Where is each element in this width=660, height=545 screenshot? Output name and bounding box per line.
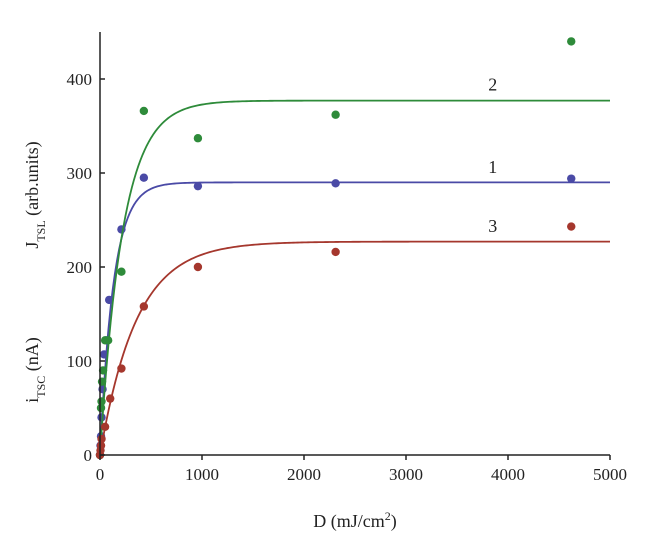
data-point-2 <box>139 106 149 116</box>
data-point-2 <box>97 377 107 386</box>
y-tick-label: 300 <box>67 164 93 183</box>
data-point-1 <box>99 350 109 359</box>
fit-curve-2 <box>99 99 610 456</box>
y-tick-label: 0 <box>84 446 93 465</box>
y-tick-label: 400 <box>67 70 93 89</box>
series-2 <box>95 37 610 460</box>
y-axis-label-primary: iTSC (nA) <box>22 337 48 403</box>
curve-label-2: 2 <box>488 74 497 94</box>
curve-label-1: 1 <box>488 157 497 177</box>
series-3 <box>95 222 610 460</box>
data-point-2 <box>98 366 108 375</box>
x-axis-ticks: 0 1000 2000 3000 4000 5000 <box>96 455 627 484</box>
data-point-1 <box>567 174 576 183</box>
fit-curve-1 <box>99 181 610 456</box>
x-tick-label: 5000 <box>593 465 627 484</box>
data-point-2 <box>331 110 340 119</box>
data-point-1 <box>104 295 114 305</box>
data-point-2 <box>103 336 113 345</box>
y-axis-label-secondary: JTSL (arb.units) <box>22 141 48 248</box>
y-tick-label: 100 <box>67 352 93 371</box>
data-point-3 <box>100 422 110 431</box>
x-tick-label: 4000 <box>491 465 525 484</box>
y-tick-label: 200 <box>67 258 93 277</box>
x-axis-label: D (mJ/cm2) <box>313 509 397 532</box>
series-1 <box>95 173 610 460</box>
x-tick-label: 1000 <box>185 465 219 484</box>
data-point-3 <box>139 302 149 311</box>
data-point-3 <box>567 222 576 231</box>
data-point-2 <box>193 134 203 143</box>
data-point-1 <box>193 181 203 191</box>
x-tick-label: 2000 <box>287 465 321 484</box>
data-point-2 <box>117 267 126 276</box>
data-point-3 <box>97 434 106 444</box>
data-point-3 <box>106 394 115 403</box>
x-tick-label: 0 <box>96 465 105 484</box>
data-point-2 <box>96 403 106 413</box>
data-point-3 <box>96 441 106 450</box>
data-point-3 <box>331 247 340 257</box>
data-point-2 <box>567 37 576 46</box>
data-point-1 <box>139 173 149 182</box>
data-point-1 <box>331 179 340 188</box>
data-point-3 <box>117 364 126 373</box>
data-point-2 <box>97 397 106 406</box>
curve-label-3: 3 <box>488 216 497 236</box>
fit-curve-3 <box>99 240 610 456</box>
data-point-3 <box>193 262 203 272</box>
plot-area: 2 1 3 <box>95 37 610 460</box>
y-axis-ticks: 0 100 200 300 400 <box>67 70 105 465</box>
x-tick-label: 3000 <box>389 465 423 484</box>
